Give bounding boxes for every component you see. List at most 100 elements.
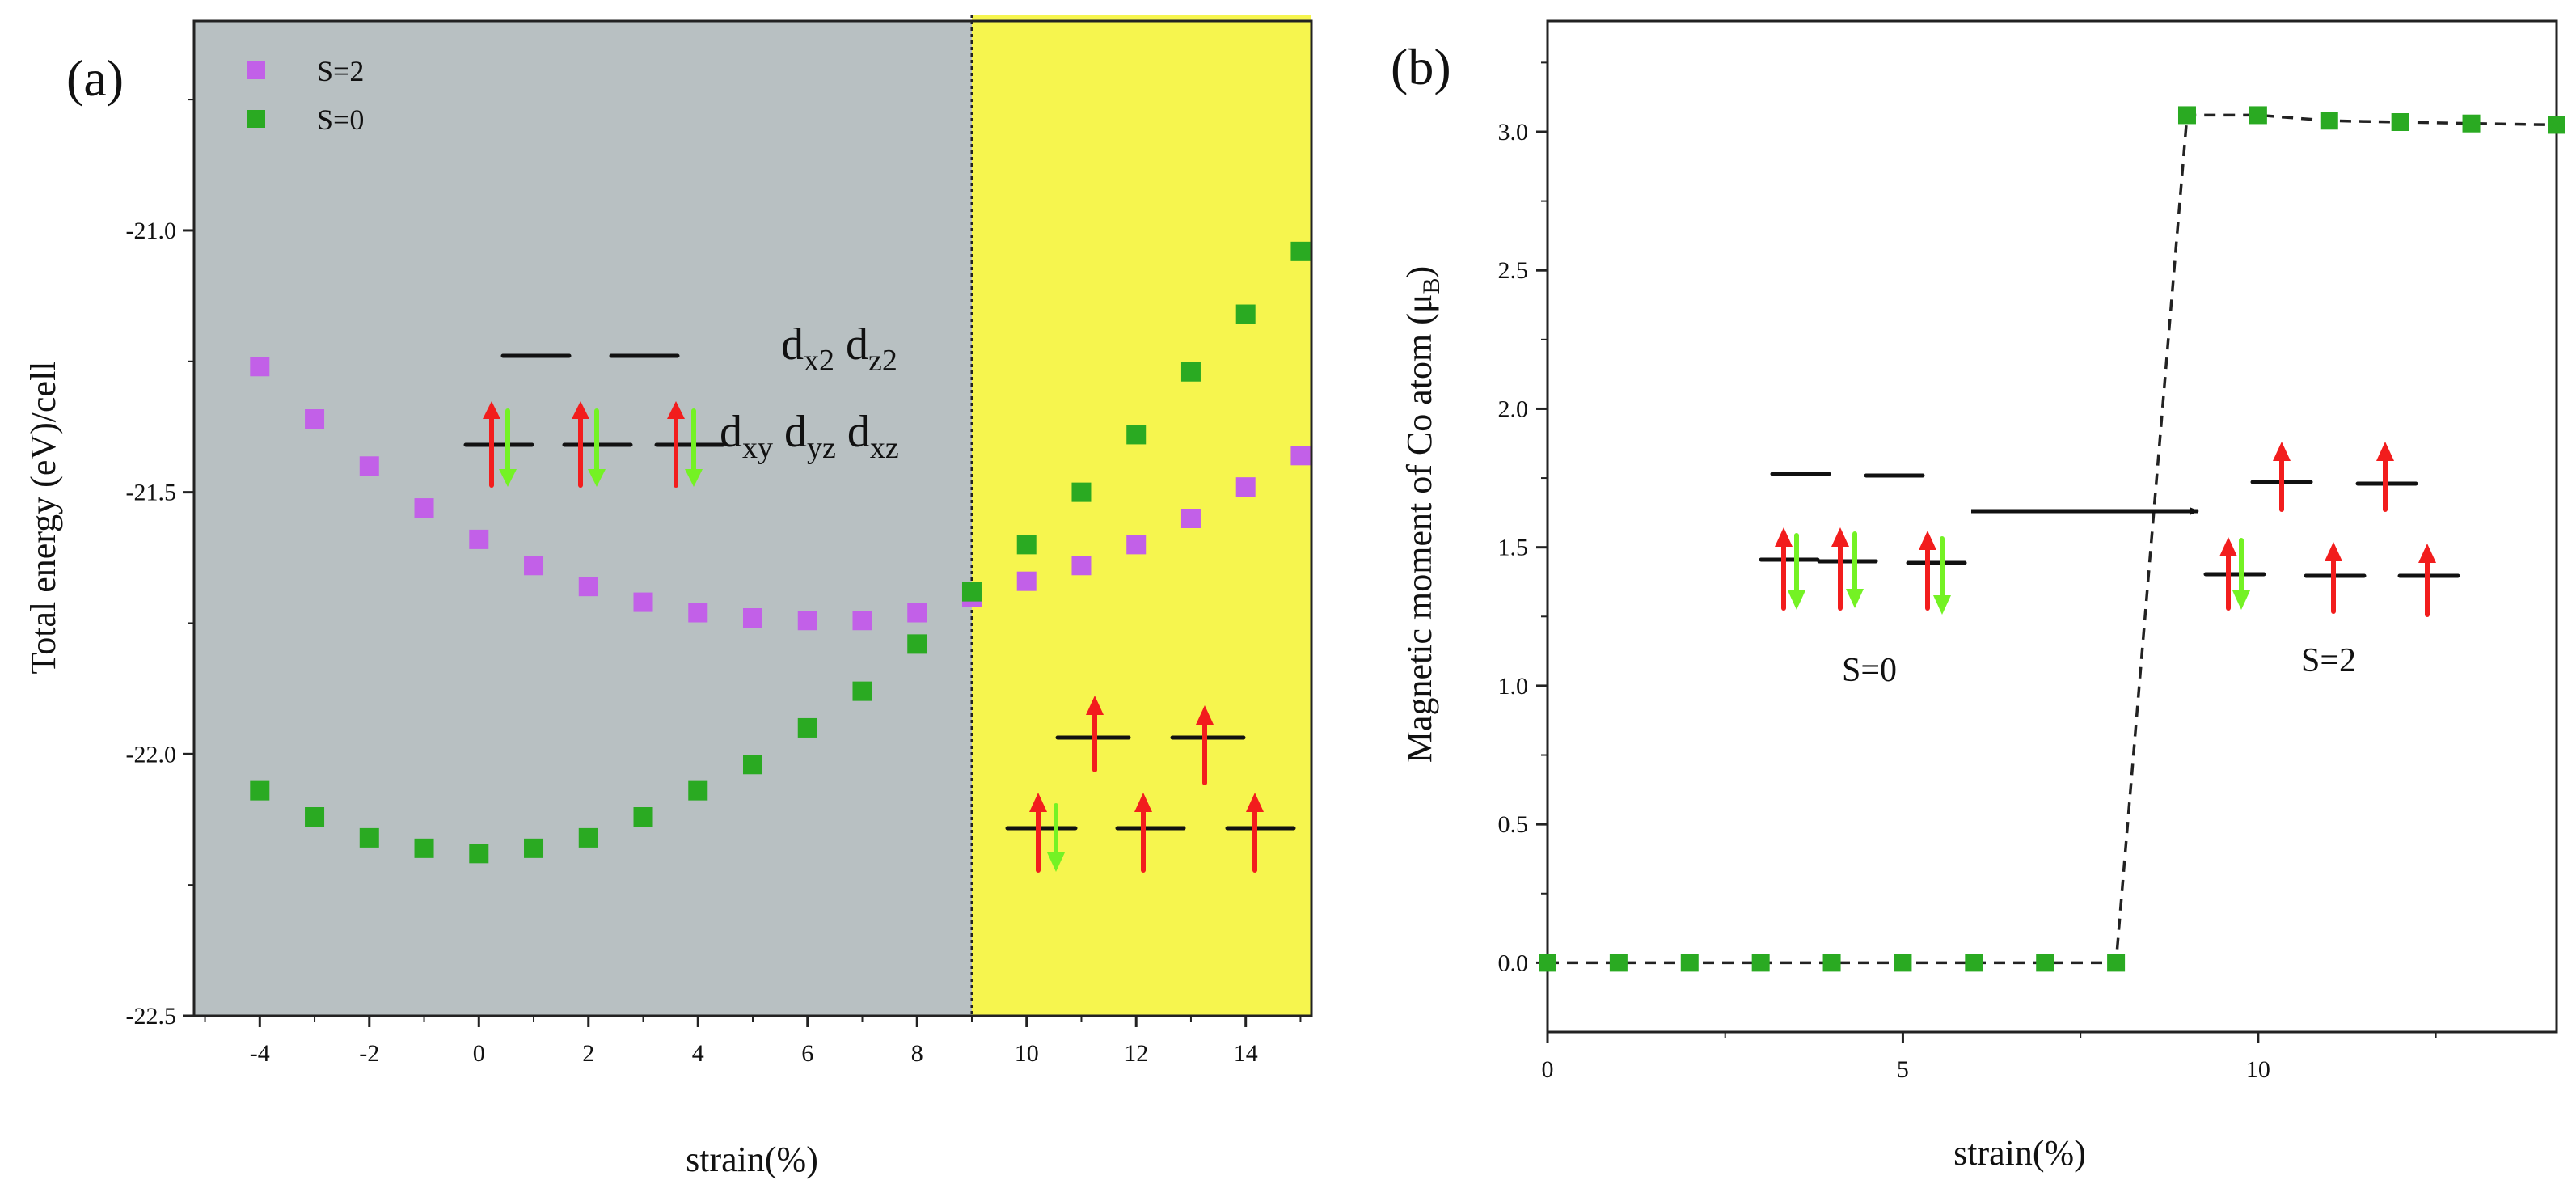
data-point-moment: [1680, 954, 1699, 972]
y-tick-label: -21.0: [126, 218, 177, 244]
data-point-moment: [2548, 116, 2565, 134]
panel-label-a: (a): [66, 49, 124, 107]
spin-down-arrow: [685, 408, 703, 487]
spin-down-arrow: [1933, 536, 1951, 615]
region-gray-background: [194, 21, 972, 1016]
y-tick-label: 3.0: [1498, 119, 1529, 146]
panel-label-b: (b): [1391, 38, 1451, 95]
spin-up-arrow: [667, 401, 685, 488]
data-point-s2: [797, 611, 817, 631]
x-tick-label: 0: [473, 1040, 485, 1067]
spin-up-arrow: [572, 401, 589, 488]
legend-marker-s2: [247, 61, 265, 79]
data-point-moment: [2177, 106, 2196, 125]
data-point-s0: [1180, 362, 1201, 382]
data-point-s0: [359, 827, 379, 848]
data-point-moment: [2320, 112, 2338, 130]
x-tick-label: 10: [1015, 1040, 1039, 1067]
data-point-s2: [359, 456, 379, 476]
spin-up-arrow: [2219, 537, 2237, 611]
x-tick-label: 14: [1234, 1040, 1258, 1067]
data-point-s0: [688, 780, 708, 801]
data-point-s2: [1016, 571, 1037, 591]
data-point-s2: [469, 529, 489, 549]
x-tick-label: 4: [692, 1040, 704, 1067]
data-point-s0: [1290, 241, 1311, 261]
data-point-s2: [524, 556, 544, 576]
spin-up-arrow: [2418, 544, 2436, 617]
data-point-s0: [797, 717, 817, 738]
spin-up-arrow: [1029, 793, 1047, 873]
spin-up-arrow: [483, 401, 500, 488]
y-tick-label: 1.0: [1498, 673, 1529, 700]
data-point-moment: [2249, 106, 2267, 125]
data-point-moment: [2462, 114, 2481, 133]
data-point-moment: [1894, 954, 1912, 972]
data-point-s0: [852, 681, 872, 701]
x-tick-label: -4: [250, 1040, 270, 1067]
data-point-s2: [1126, 535, 1147, 555]
data-point-s0: [961, 582, 982, 602]
spin-down-arrow: [588, 408, 606, 487]
spin-up-arrow: [1919, 531, 1936, 611]
low-spin-diagram-b: S=0: [1759, 472, 1967, 689]
data-point-s2: [578, 577, 598, 597]
data-point-moment: [2036, 954, 2054, 972]
spin-up-arrow: [1831, 527, 1849, 611]
spin-up-arrow: [1086, 696, 1104, 772]
x-tick-label: 10: [2246, 1056, 2270, 1083]
data-point-s2: [633, 592, 653, 612]
low-spin-diagram-a: [463, 353, 725, 488]
data-point-moment: [1751, 954, 1770, 972]
y-tick-label: -21.5: [126, 480, 177, 506]
x-tick-label: -2: [359, 1040, 379, 1067]
spin-up-arrow: [1134, 793, 1152, 873]
legend-label-s0: S=0: [317, 104, 364, 136]
spin-up-arrow: [1196, 705, 1214, 785]
data-point-s0: [469, 844, 489, 864]
legend-marker-s0: [247, 110, 265, 128]
data-point-s2: [1071, 556, 1092, 576]
panel-b: 0 5 100.00.51.01.52.02.53.0 (b) strain(%) …: [1391, 19, 2565, 1173]
spin-down-arrow: [499, 408, 517, 487]
spin-down-arrow: [1047, 803, 1065, 872]
y-tick-label: 0.5: [1498, 811, 1529, 838]
x-tick-label: 12: [1124, 1040, 1148, 1067]
y-tick-label: 2.0: [1498, 395, 1529, 422]
data-points-a: [250, 241, 1311, 864]
data-point-s0: [1126, 425, 1147, 445]
high-spin-diagram-b: S=2: [2203, 442, 2460, 679]
y-tick-label: -22.0: [126, 741, 177, 768]
data-point-s2: [414, 498, 434, 518]
y-axis-label-a: Total energy (eV)/cell: [23, 361, 63, 674]
x-axis-label-b: strain(%): [1953, 1133, 2086, 1173]
data-point-s2: [852, 611, 872, 631]
y-axis-label-b: Magnetic moment of Co atom (μB): [1400, 266, 1445, 763]
spin-down-arrow: [1846, 531, 1864, 608]
high-spin-diagram-a: [1005, 696, 1296, 873]
spin-up-arrow: [1775, 527, 1793, 611]
data-point-moment: [2391, 113, 2409, 131]
data-point-s0: [1071, 482, 1092, 502]
data-point-s0: [907, 634, 927, 654]
x-tick-label: 0: [1542, 1056, 1554, 1083]
y-tick-label: 0.0: [1498, 950, 1529, 976]
panel-a: -4 -2 0 2 4 6 8 10 12 14-22.5-22.0-21.5-21.0 (a) …: [23, 15, 1313, 1179]
data-point-moment: [1609, 954, 1628, 972]
data-point-s0: [524, 838, 544, 858]
data-point-moment: [1539, 954, 1556, 972]
axis-ticks-a: -4 -2 0 2 4 6 8 10 12 14 -22.5 -22.0 -21.5 -21.0: [126, 99, 1302, 1067]
state-label-s2: S=2: [2301, 642, 2356, 679]
axis-ticks-b: 0 5 10 0.0 0.5 1.0 1.5 2.0 2.5 3.0: [1498, 61, 2437, 1083]
data-point-s0: [250, 780, 270, 801]
x-tick-label: 5: [1897, 1056, 1909, 1083]
spin-up-arrow: [2273, 442, 2291, 512]
data-point-s2: [250, 357, 270, 377]
data-point-s2: [1180, 509, 1201, 528]
data-point-s2: [907, 603, 927, 623]
data-point-s0: [743, 755, 762, 775]
y-tick-label: -22.5: [126, 1003, 177, 1030]
data-point-s2: [305, 409, 325, 429]
legend-label-s2: S=2: [317, 55, 364, 87]
y-tick-label: 2.5: [1498, 257, 1529, 284]
